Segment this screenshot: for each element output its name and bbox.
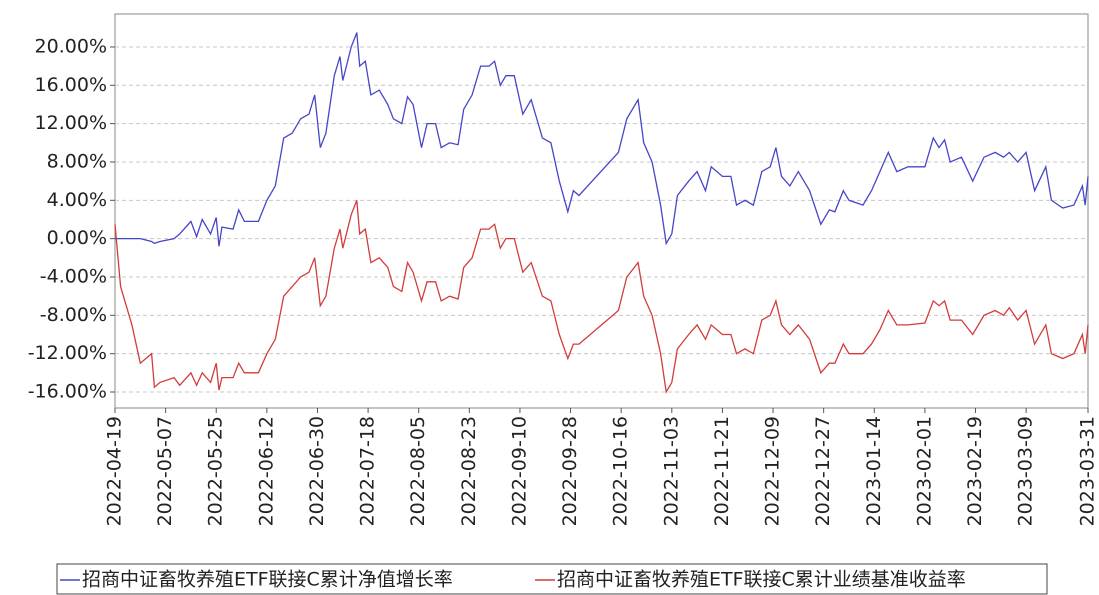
x-tick-label: 2022-11-21 bbox=[711, 416, 733, 526]
x-tick-label: 2022-08-05 bbox=[407, 416, 429, 526]
x-tick-label: 2022-10-16 bbox=[610, 416, 632, 526]
x-tick-label: 2023-02-19 bbox=[964, 416, 986, 526]
x-tick-label: 2023-01-14 bbox=[863, 416, 885, 526]
x-tick-label: 2022-07-18 bbox=[357, 416, 379, 526]
x-tick-label: 2022-09-28 bbox=[559, 416, 581, 526]
y-tick-label: -8.00% bbox=[40, 304, 107, 326]
x-tick-label: 2022-05-07 bbox=[154, 416, 176, 526]
x-tick-label: 2022-12-09 bbox=[762, 416, 784, 526]
x-tick-label: 2023-02-01 bbox=[913, 416, 935, 526]
y-tick-label: 20.00% bbox=[35, 35, 107, 57]
series-line bbox=[114, 200, 1089, 394]
legend-box bbox=[56, 563, 1048, 595]
y-tick-label: 16.00% bbox=[35, 74, 107, 96]
series-line bbox=[115, 32, 1089, 247]
x-tick-label: 2022-04-19 bbox=[104, 416, 126, 526]
y-tick-label: 0.00% bbox=[47, 227, 107, 249]
y-tick-label: 4.00% bbox=[47, 189, 107, 211]
x-tick-label: 2022-08-23 bbox=[458, 416, 480, 526]
x-tick-label: 2023-03-31 bbox=[1077, 416, 1099, 526]
y-tick-label: -12.00% bbox=[28, 342, 107, 364]
x-tick-label: 2022-09-10 bbox=[508, 416, 530, 526]
plot-frame bbox=[114, 13, 1089, 409]
y-tick-label: 12.00% bbox=[35, 112, 107, 134]
x-tick-label: 2022-06-30 bbox=[306, 416, 328, 526]
legend-label: 招商中证畜牧养殖ETF联接C累计净值增长率 bbox=[82, 569, 453, 591]
legend-label: 招商中证畜牧养殖ETF联接C累计业绩基准收益率 bbox=[557, 569, 966, 591]
x-tick-label: 2022-11-03 bbox=[660, 416, 682, 526]
y-tick-label: 8.00% bbox=[47, 150, 107, 172]
x-tick-label: 2022-06-12 bbox=[255, 416, 277, 526]
x-tick-label: 2023-03-09 bbox=[1015, 416, 1037, 526]
y-tick-label: -16.00% bbox=[28, 380, 107, 402]
x-tick-label: 2022-05-25 bbox=[205, 416, 227, 526]
x-tick-label: 2022-12-27 bbox=[812, 416, 834, 526]
y-tick-label: -4.00% bbox=[40, 265, 107, 287]
